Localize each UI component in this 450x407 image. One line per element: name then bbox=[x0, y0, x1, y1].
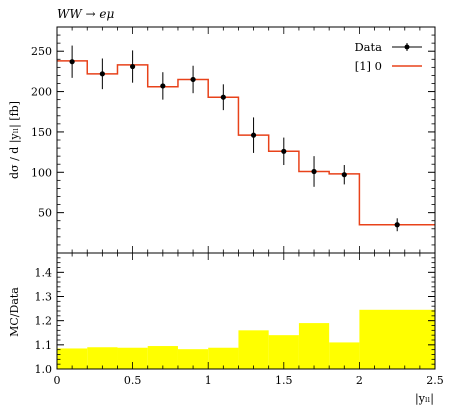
bottom-y-tick-label: 1.1 bbox=[35, 339, 53, 352]
data-point bbox=[394, 222, 400, 228]
ratio-bar bbox=[117, 347, 148, 369]
top-panel-axes: 50 100 150 200 250 bbox=[31, 26, 436, 254]
x-tick-label: 1.5 bbox=[275, 374, 293, 387]
data-point bbox=[311, 168, 317, 175]
x-tick-label: 0 bbox=[54, 374, 61, 387]
x-tick-label: 1 bbox=[205, 374, 212, 387]
top-y-tick-label: 50 bbox=[38, 207, 52, 220]
data-point bbox=[99, 71, 105, 77]
ratio-bars bbox=[57, 309, 435, 369]
data-point bbox=[220, 94, 226, 100]
ratio-bar bbox=[298, 323, 330, 369]
top-y-axis-label: dσ / d |yₗₗ| [fb] bbox=[8, 101, 22, 179]
bottom-y-tick-label: 1.4 bbox=[35, 266, 53, 279]
bottom-y-tick-label: 1.0 bbox=[35, 363, 53, 376]
ratio-bar bbox=[147, 346, 178, 369]
data-point bbox=[250, 132, 257, 138]
data-point bbox=[160, 83, 166, 89]
data-points bbox=[69, 45, 400, 232]
ratio-bar bbox=[177, 349, 209, 369]
ratio-bar bbox=[359, 309, 435, 369]
data-point bbox=[281, 148, 287, 154]
legend-data-marker bbox=[404, 44, 410, 50]
bottom-panel-axes: 1.0 1.1 1.2 1.3 1.4 0 0.5 1 1.5 2 2.5 bbox=[35, 252, 444, 387]
data-point bbox=[69, 59, 75, 65]
top-y-tick-label: 100 bbox=[31, 166, 52, 179]
top-y-tick-label: 200 bbox=[31, 86, 52, 99]
top-y-tick-label: 150 bbox=[31, 126, 52, 139]
ratio-bar bbox=[87, 347, 118, 369]
data-point bbox=[190, 76, 196, 83]
x-axis-label: |yₗₗ| bbox=[415, 392, 434, 406]
ratio-bar bbox=[238, 330, 269, 369]
bottom-y-axis-label: MC/Data bbox=[8, 287, 21, 337]
top-y-tick-label: 250 bbox=[31, 45, 52, 58]
mc-step-line bbox=[57, 60, 435, 226]
bottom-y-tick-label: 1.2 bbox=[35, 315, 53, 328]
legend-mc-label: [1] 0 bbox=[355, 59, 382, 73]
x-tick-label: 2.5 bbox=[426, 374, 444, 387]
mc-step-path bbox=[57, 60, 435, 226]
legend: Data [1] 0 bbox=[354, 40, 422, 73]
ratio-bar bbox=[329, 342, 360, 369]
data-point bbox=[130, 63, 136, 70]
x-tick-label: 0.5 bbox=[124, 374, 142, 387]
x-tick-label: 2 bbox=[356, 374, 363, 387]
ratio-bar bbox=[57, 348, 88, 369]
bottom-y-tick-label: 1.3 bbox=[35, 291, 53, 304]
data-point bbox=[341, 172, 347, 178]
legend-data-label: Data bbox=[354, 40, 382, 54]
ratio-bar bbox=[208, 347, 239, 369]
chart-title: WW → eμ bbox=[57, 7, 114, 21]
